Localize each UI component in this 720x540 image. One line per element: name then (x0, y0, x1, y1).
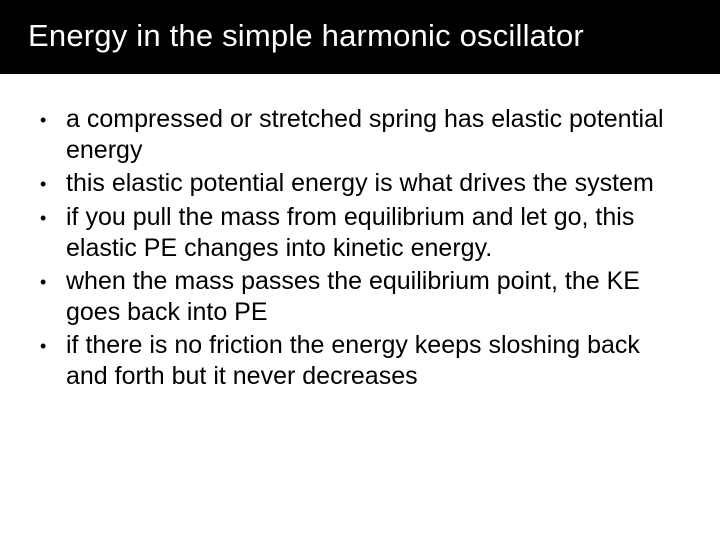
list-item: • when the mass passes the equilibrium p… (36, 266, 684, 328)
bullet-icon: • (36, 104, 66, 136)
list-item: • this elastic potential energy is what … (36, 168, 684, 200)
bullet-text: when the mass passes the equilibrium poi… (66, 266, 684, 328)
bullet-icon: • (36, 330, 66, 362)
bullet-icon: • (36, 202, 66, 234)
slide-title: Energy in the simple harmonic oscillator (28, 18, 692, 54)
bullet-text: a compressed or stretched spring has ela… (66, 104, 684, 166)
bullet-text: if you pull the mass from equilibrium an… (66, 202, 684, 264)
list-item: • if you pull the mass from equilibrium … (36, 202, 684, 264)
list-item: • if there is no friction the energy kee… (36, 330, 684, 392)
list-item: • a compressed or stretched spring has e… (36, 104, 684, 166)
slide-body: • a compressed or stretched spring has e… (0, 74, 720, 392)
bullet-list: • a compressed or stretched spring has e… (36, 104, 684, 392)
bullet-icon: • (36, 266, 66, 298)
bullet-text: this elastic potential energy is what dr… (66, 168, 654, 199)
bullet-text: if there is no friction the energy keeps… (66, 330, 684, 392)
bullet-icon: • (36, 168, 66, 200)
slide-title-bar: Energy in the simple harmonic oscillator (0, 0, 720, 74)
